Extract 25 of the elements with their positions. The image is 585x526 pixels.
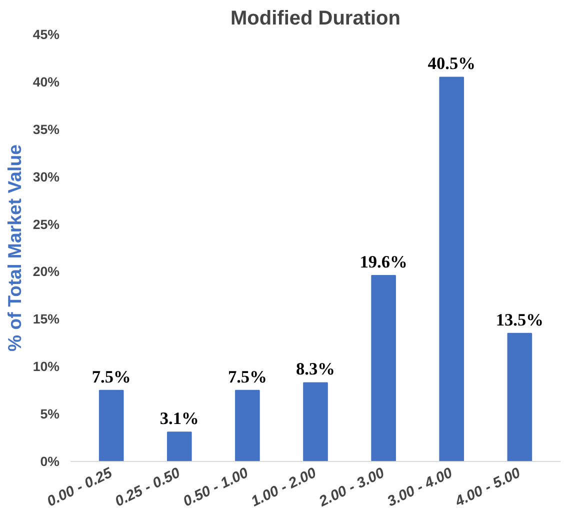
y-axis-title: % of Total Market Value xyxy=(4,144,25,352)
data-label: 19.6% xyxy=(360,252,408,272)
bar xyxy=(507,332,532,462)
y-tick-label: 35% xyxy=(32,122,60,137)
chart-title: Modified Duration xyxy=(230,8,400,30)
y-tick-label: 10% xyxy=(32,359,60,374)
y-tick-label: 15% xyxy=(32,312,60,327)
bar xyxy=(439,76,464,462)
data-label: 13.5% xyxy=(496,310,544,330)
bar xyxy=(371,275,396,462)
y-tick-label: 25% xyxy=(32,216,60,232)
y-tick-label: 20% xyxy=(32,264,60,280)
bar xyxy=(166,432,192,462)
y-tick-label: 30% xyxy=(32,169,60,184)
bar xyxy=(235,390,260,462)
y-tick-label: 45% xyxy=(32,27,60,42)
bar xyxy=(98,390,124,462)
data-label: 8.3% xyxy=(296,360,336,379)
y-tick-label: 5% xyxy=(40,406,60,422)
data-label: 40.5% xyxy=(428,54,476,74)
y-tick-label: 40% xyxy=(32,74,60,90)
data-label: 7.5% xyxy=(228,367,267,386)
data-label: 7.5% xyxy=(92,367,131,386)
bar xyxy=(303,382,328,462)
data-label: 3.1% xyxy=(160,409,199,428)
